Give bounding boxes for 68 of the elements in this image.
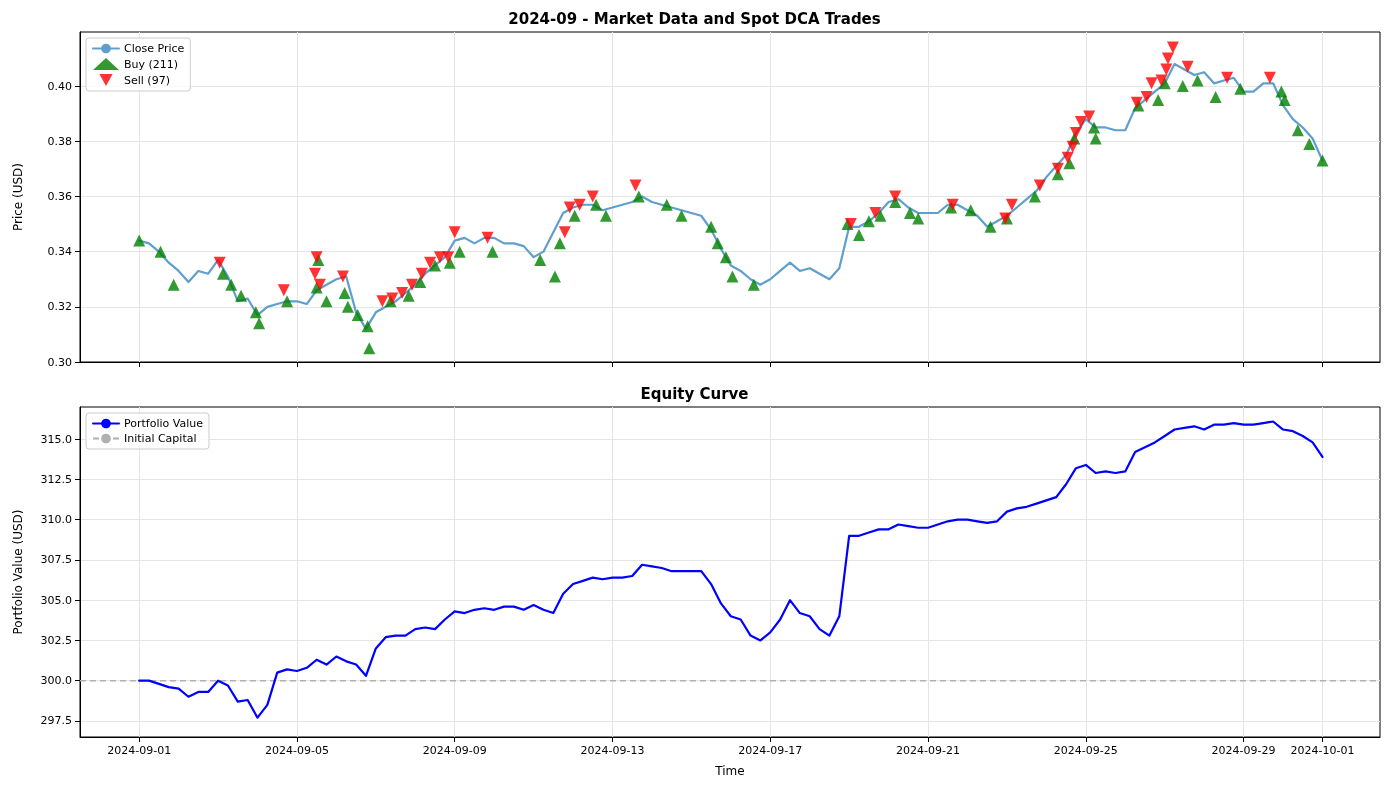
point bbox=[1051, 162, 1064, 175]
y-tick-label: 312.5 bbox=[40, 472, 72, 486]
point bbox=[1263, 71, 1276, 84]
y-tick-label: 0.36 bbox=[47, 189, 72, 203]
point bbox=[424, 256, 437, 269]
y-tick-label: 305.0 bbox=[40, 593, 72, 607]
point bbox=[1221, 71, 1234, 84]
point bbox=[629, 179, 642, 192]
point bbox=[277, 284, 290, 297]
point bbox=[1161, 52, 1174, 65]
point bbox=[1033, 179, 1046, 192]
point bbox=[1005, 198, 1018, 211]
point bbox=[1145, 77, 1158, 90]
point bbox=[442, 251, 455, 264]
y-tick-label: 0.40 bbox=[47, 79, 72, 93]
point bbox=[558, 226, 571, 239]
point bbox=[1181, 60, 1194, 73]
point bbox=[1140, 91, 1153, 104]
legend-label: Close Price bbox=[124, 42, 185, 55]
point bbox=[213, 256, 226, 269]
x-tick-label: 2024-09-09 bbox=[422, 744, 487, 757]
y-tick-label: 0.30 bbox=[47, 355, 72, 369]
y-tick-label: 307.5 bbox=[40, 553, 72, 567]
x-axis-title: Time bbox=[714, 764, 745, 778]
y-tick-label: 300.0 bbox=[40, 674, 72, 688]
point bbox=[563, 201, 576, 214]
point bbox=[309, 267, 322, 280]
x-tick-label: 2024-09-01 bbox=[107, 744, 172, 757]
y-tick-label: 302.5 bbox=[40, 633, 72, 647]
y-tick-label: 310.0 bbox=[40, 513, 72, 527]
chart-title: Equity Curve bbox=[640, 384, 749, 403]
y-axis-title: Price (USD) bbox=[11, 162, 25, 232]
x-tick-label: 2024-09-17 bbox=[738, 744, 803, 757]
point bbox=[336, 270, 349, 283]
y-tick-label: 0.34 bbox=[47, 245, 72, 259]
y-tick-label: 0.32 bbox=[47, 300, 72, 314]
y-tick-label: 0.38 bbox=[47, 134, 72, 148]
point bbox=[1083, 110, 1096, 123]
legend-label: Portfolio Value bbox=[124, 417, 204, 430]
point bbox=[586, 190, 599, 203]
point bbox=[1069, 126, 1082, 139]
point bbox=[1061, 151, 1074, 164]
x-tick-label: 2024-10-01 bbox=[1290, 744, 1355, 757]
point bbox=[573, 198, 586, 211]
point bbox=[448, 226, 461, 239]
x-tick-label: 2024-09-05 bbox=[264, 744, 329, 757]
legend-label: Sell (97) bbox=[124, 73, 170, 87]
chart-title: 2024-09 - Market Data and Spot DCA Trades bbox=[508, 9, 881, 28]
point bbox=[1066, 140, 1079, 153]
point bbox=[869, 207, 882, 219]
legend-label: Buy (211) bbox=[124, 57, 179, 71]
legend-label: Initial Capital bbox=[124, 432, 197, 445]
point bbox=[376, 295, 389, 308]
y-tick-label: 315.0 bbox=[40, 432, 72, 446]
point bbox=[481, 231, 494, 244]
point bbox=[1166, 41, 1179, 54]
point bbox=[1074, 115, 1087, 128]
point bbox=[415, 267, 428, 280]
x-tick-label: 2024-09-25 bbox=[1053, 744, 1118, 757]
x-tick-label: 2024-09-13 bbox=[580, 744, 645, 757]
y-axis-title: Portfolio Value (USD) bbox=[11, 509, 25, 635]
point bbox=[1160, 63, 1173, 76]
x-tick-label: 2024-09-29 bbox=[1211, 744, 1276, 757]
point bbox=[405, 278, 418, 291]
x-tick-label: 2024-09-21 bbox=[896, 744, 961, 757]
point bbox=[396, 287, 409, 300]
y-tick-label: 297.5 bbox=[40, 714, 72, 728]
point bbox=[889, 190, 902, 203]
